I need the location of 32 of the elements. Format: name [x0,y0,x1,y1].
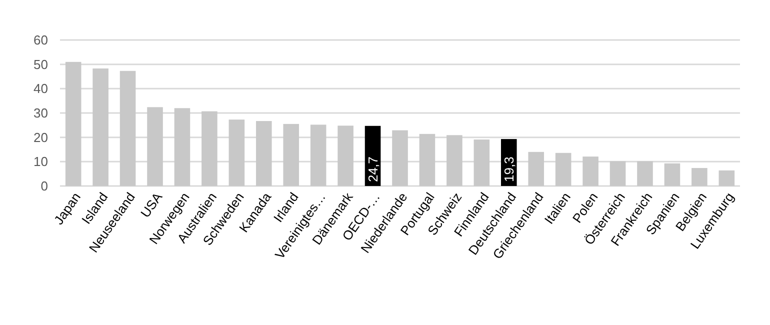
bar [664,163,680,186]
bar [65,62,82,186]
bar [528,152,544,186]
y-tick-label: 30 [34,106,48,121]
data-label: 19,3 [501,156,516,182]
bar [610,161,626,186]
bar [338,126,354,186]
y-tick-label: 10 [34,154,48,170]
bar [228,120,245,186]
bar [718,170,735,186]
bar [555,152,572,186]
bar [202,111,218,186]
bar [256,121,272,186]
bar [392,130,408,186]
bar [419,134,436,186]
y-tick-label: 20 [34,130,48,145]
bar [174,108,190,186]
y-tick-label: 40 [34,81,48,96]
bar [120,70,136,186]
bar [283,124,300,186]
bar [474,140,490,186]
bar [310,124,326,186]
bar [582,156,598,186]
bar [692,168,708,186]
bar [446,135,462,186]
bar [637,161,653,186]
y-tick-label: 50 [34,56,48,72]
y-tick-label: 0 [40,178,48,194]
data-label: 24,7 [365,156,380,182]
bar [92,68,108,186]
y-tick-label: 60 [34,32,48,48]
bar [147,107,163,186]
